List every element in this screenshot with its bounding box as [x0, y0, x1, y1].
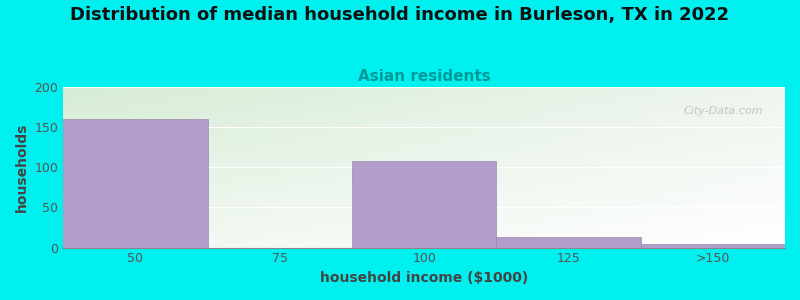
Text: City-Data.com: City-Data.com	[684, 106, 763, 116]
Bar	[352, 160, 496, 247]
Y-axis label: households: households	[15, 122, 29, 212]
Bar	[63, 119, 208, 248]
Title: Asian residents: Asian residents	[358, 69, 490, 84]
Text: Distribution of median household income in Burleson, TX in 2022: Distribution of median household income …	[70, 6, 730, 24]
X-axis label: household income ($1000): household income ($1000)	[320, 271, 528, 285]
Bar	[496, 237, 641, 247]
Bar	[641, 244, 785, 248]
